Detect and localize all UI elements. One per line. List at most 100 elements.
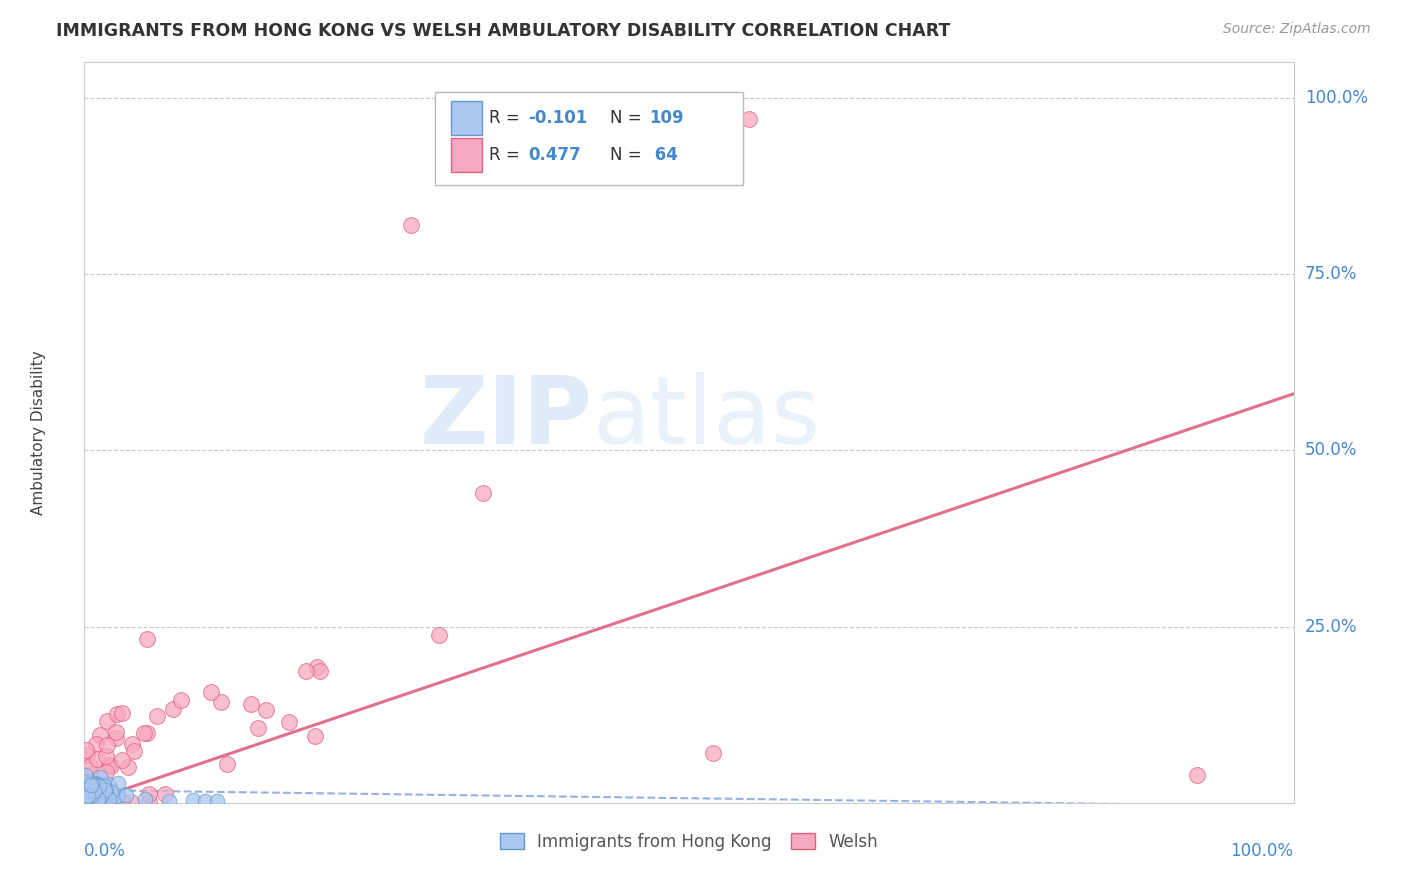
Point	[75, 795, 97, 809]
Point	[80, 778, 103, 792]
Point	[80, 780, 103, 794]
Point	[247, 721, 270, 735]
Point	[79, 780, 101, 795]
Point	[86, 752, 108, 766]
Point	[100, 759, 122, 773]
Point	[80, 785, 103, 799]
Point	[79, 790, 101, 805]
Point	[90, 777, 112, 791]
Text: atlas: atlas	[592, 372, 821, 464]
Point	[157, 794, 180, 808]
Point	[77, 780, 100, 795]
Point	[105, 706, 128, 721]
Point	[76, 784, 98, 798]
Point	[107, 788, 129, 802]
Point	[73, 788, 96, 802]
Point	[80, 787, 103, 801]
Point	[138, 795, 160, 809]
Point	[278, 715, 301, 730]
Point	[91, 791, 114, 805]
Point	[82, 788, 104, 802]
Point	[77, 788, 100, 802]
Point	[94, 749, 117, 764]
Point	[75, 778, 97, 792]
Point	[105, 789, 128, 804]
Point	[75, 743, 97, 757]
Point	[76, 775, 98, 789]
Point	[399, 218, 422, 232]
Point	[96, 738, 118, 752]
Point	[75, 775, 97, 789]
Point	[77, 784, 100, 798]
Point	[73, 780, 96, 795]
Point	[77, 786, 100, 800]
Text: Ambulatory Disability: Ambulatory Disability	[31, 351, 46, 515]
Point	[87, 783, 110, 797]
Point	[79, 783, 101, 797]
Point	[80, 795, 103, 809]
Point	[84, 780, 107, 794]
Point	[87, 792, 110, 806]
Point	[73, 784, 96, 798]
Point	[75, 783, 97, 797]
Point	[94, 782, 117, 797]
Point	[111, 753, 134, 767]
Point	[82, 780, 104, 795]
Point	[104, 724, 127, 739]
Point	[146, 709, 169, 723]
Point	[155, 787, 177, 801]
Text: N =: N =	[610, 146, 647, 164]
Point	[80, 795, 103, 809]
Point	[86, 780, 108, 794]
Point	[84, 795, 107, 809]
Text: 64: 64	[650, 146, 678, 164]
Point	[73, 780, 96, 794]
Point	[239, 697, 262, 711]
Point	[76, 777, 98, 791]
Point	[215, 757, 238, 772]
Point	[83, 776, 105, 790]
Point	[200, 685, 222, 699]
Point	[89, 728, 111, 742]
Point	[738, 112, 761, 126]
Point	[100, 785, 122, 799]
Point	[79, 778, 101, 792]
Point	[76, 789, 98, 803]
Text: N =: N =	[610, 109, 647, 127]
Point	[115, 788, 138, 802]
Point	[75, 783, 97, 797]
Point	[83, 784, 105, 798]
FancyBboxPatch shape	[451, 138, 482, 172]
Point	[77, 775, 100, 789]
Point	[73, 789, 96, 803]
Text: 0.0%: 0.0%	[84, 842, 127, 860]
Point	[162, 702, 184, 716]
Point	[75, 786, 97, 800]
Point	[101, 787, 124, 801]
Point	[98, 792, 121, 806]
Point	[305, 659, 328, 673]
Point	[309, 665, 332, 679]
Point	[82, 777, 104, 791]
Point	[73, 776, 96, 790]
Point	[111, 706, 134, 721]
Point	[75, 788, 97, 802]
Point	[169, 692, 191, 706]
Point	[87, 792, 110, 806]
Point	[89, 794, 111, 808]
Point	[75, 770, 97, 784]
Point	[121, 737, 143, 751]
Point	[427, 628, 450, 642]
Text: 75.0%: 75.0%	[1305, 265, 1357, 283]
Point	[73, 775, 96, 789]
Text: 25.0%: 25.0%	[1305, 617, 1357, 635]
Point	[209, 695, 232, 709]
FancyBboxPatch shape	[434, 92, 744, 185]
Point	[77, 789, 100, 803]
Point	[304, 729, 326, 743]
Text: 0.477: 0.477	[529, 146, 581, 164]
Point	[105, 731, 128, 745]
Point	[76, 785, 98, 799]
Point	[83, 782, 105, 797]
Point	[90, 787, 112, 801]
